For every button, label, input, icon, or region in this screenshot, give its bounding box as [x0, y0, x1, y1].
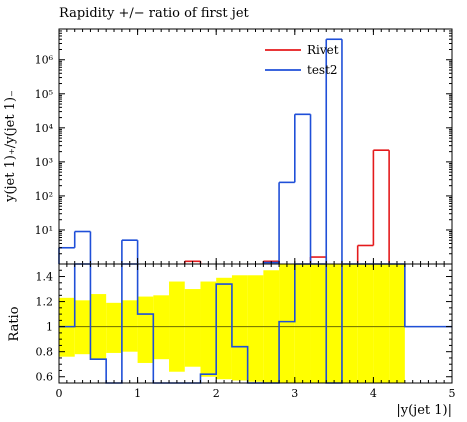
top-y-tick-label: 10¹ — [35, 224, 53, 237]
ratio-band-bin — [373, 264, 390, 383]
ratio-band-bin — [184, 289, 201, 367]
top-y-tick-label: 10³ — [35, 156, 53, 169]
legend: Rivet test2 — [265, 43, 339, 77]
ratio-band-bin — [74, 300, 91, 355]
legend-label-test2: test2 — [307, 63, 338, 77]
ratio-y-tick-label: 1.2 — [36, 296, 54, 309]
top-y-tick-label: 10⁵ — [35, 88, 53, 101]
top-y-axis-title: y(jet 1)₊/y(jet 1)₋ — [3, 90, 18, 203]
ratio-band-bin — [294, 264, 311, 383]
series-test2-top — [58, 38, 343, 264]
ratio-y-tick-label: 1.4 — [36, 271, 54, 284]
ratio-band-bin — [200, 281, 217, 377]
ratio-band-bin — [247, 275, 264, 382]
chart-title: Rapidity +/− ratio of first jet — [59, 6, 250, 21]
top-panel-frame — [58, 28, 453, 265]
ratio-band-bin — [279, 264, 295, 383]
top-y-tick-label: 10⁴ — [35, 122, 54, 135]
ratio-y-tick-label: 1 — [46, 321, 53, 334]
legend-label-rivet: Rivet — [307, 43, 339, 57]
ratio-band-bin — [121, 300, 138, 352]
x-tick-label: 2 — [213, 387, 220, 400]
ratio-y-tick-label: 0.6 — [36, 371, 54, 384]
top-y-tick-label: 10⁶ — [35, 54, 54, 67]
ratio-band-bin — [341, 264, 358, 383]
ratio-band-bin — [216, 277, 232, 380]
x-tick-label: 5 — [449, 387, 456, 400]
bottom-y-axis-title: Ratio — [7, 306, 22, 341]
ratio-panel: 0 1 2 3 4 5 0.6 0.8 1 1.2 1.4 — [36, 263, 456, 400]
ratio-band-bin — [106, 302, 122, 353]
ratio-band-bin — [231, 275, 248, 381]
x-axis-title: |y(jet 1)| — [396, 403, 452, 418]
ratio-band-bin — [153, 295, 170, 360]
ratio-band-bin — [310, 264, 327, 383]
x-tick-label: 0 — [56, 387, 63, 400]
ratio-y-tick-label: 0.8 — [36, 346, 54, 359]
top-y-tick-label: 10² — [35, 190, 53, 203]
x-tick-label: 4 — [370, 387, 377, 400]
series-rivet-top — [183, 149, 390, 264]
ratio-band-bin — [357, 264, 374, 383]
top-panel: 10¹ 10² 10³ 10⁴ 10⁵ 10⁶ — [35, 28, 453, 265]
x-tick-label: 3 — [291, 387, 298, 400]
x-tick-label: 1 — [134, 387, 141, 400]
ratio-band-bin — [389, 264, 405, 383]
ratio-band-bin — [326, 264, 342, 383]
ratio-band-bin — [137, 296, 154, 363]
